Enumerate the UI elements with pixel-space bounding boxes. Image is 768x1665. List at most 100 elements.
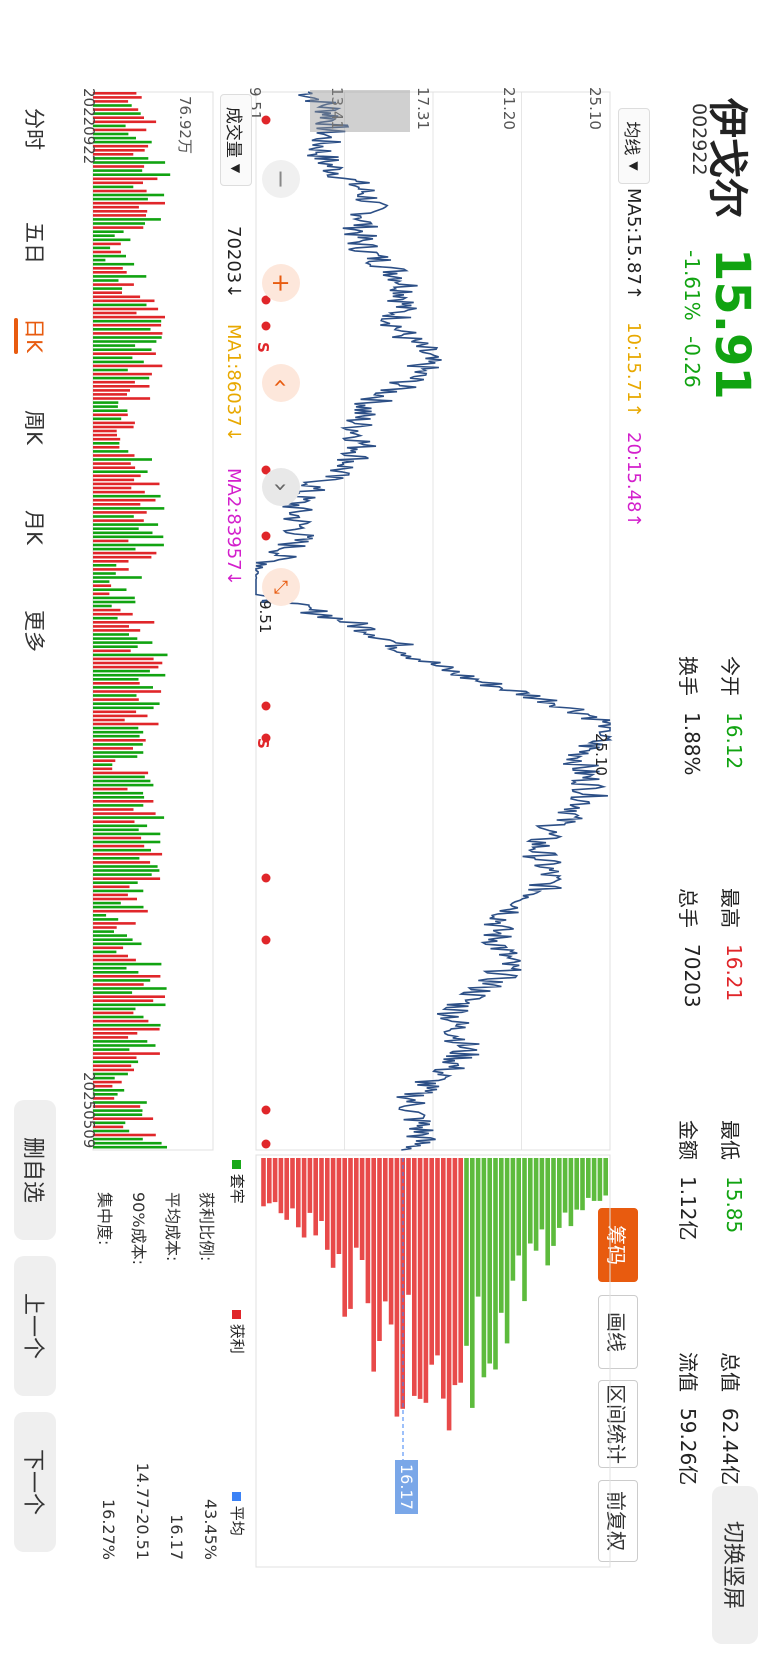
average-cost-badge: 16.17 bbox=[395, 1460, 418, 1514]
volume-bar bbox=[93, 1129, 130, 1133]
volume-bar bbox=[92, 185, 134, 189]
legend-profit-swatch bbox=[232, 1310, 241, 1319]
volume-bar bbox=[92, 657, 154, 661]
remove-watchlist-button[interactable]: 删自选 bbox=[14, 1100, 56, 1240]
volume-bar bbox=[93, 303, 147, 307]
volume-bar bbox=[93, 454, 135, 457]
volume-bar bbox=[93, 580, 110, 583]
volume-bar bbox=[92, 852, 163, 856]
volume-bar bbox=[92, 275, 147, 278]
volume-bar bbox=[93, 629, 141, 632]
chip-bar bbox=[330, 1158, 336, 1268]
chip-bar bbox=[586, 1158, 591, 1198]
signal-dot bbox=[261, 935, 271, 945]
volume-bar bbox=[93, 328, 151, 331]
volume-bar bbox=[93, 767, 113, 771]
chip-bar bbox=[261, 1158, 266, 1207]
volume-bar bbox=[92, 401, 119, 404]
chip-bar bbox=[499, 1158, 504, 1313]
signal-dot bbox=[261, 1139, 271, 1149]
tab-4[interactable]: 月K bbox=[22, 510, 46, 545]
next-stock-button[interactable]: 下一个 bbox=[14, 1412, 56, 1552]
volume-bar bbox=[93, 210, 148, 213]
volume-bar bbox=[92, 486, 132, 490]
chip-bar bbox=[359, 1158, 365, 1260]
volume-bar bbox=[93, 181, 143, 185]
chip-bar bbox=[516, 1158, 521, 1256]
volume-bar bbox=[92, 804, 144, 807]
volume-bar bbox=[93, 258, 106, 262]
tab-3[interactable]: 周K bbox=[22, 410, 46, 445]
volume-bar bbox=[93, 592, 110, 596]
chip-bar bbox=[528, 1158, 533, 1244]
y-tick-3: 17.31 bbox=[414, 87, 432, 130]
volume-bar bbox=[92, 1117, 154, 1121]
tab-2[interactable]: 日K bbox=[22, 318, 46, 353]
chip-bar bbox=[597, 1158, 603, 1201]
volume-bar bbox=[92, 193, 165, 197]
volume-bar bbox=[92, 1101, 147, 1104]
volume-bar bbox=[92, 987, 167, 990]
volume-bar bbox=[92, 226, 144, 229]
volume-bar bbox=[93, 1080, 122, 1084]
volume-bar bbox=[93, 1072, 128, 1076]
volume-bar bbox=[93, 1011, 134, 1015]
volume-bar bbox=[92, 535, 164, 539]
zoom-out-button[interactable]: − bbox=[262, 160, 300, 198]
chip-bar bbox=[307, 1158, 313, 1213]
volume-bar bbox=[93, 783, 154, 787]
chip-bar bbox=[394, 1158, 400, 1417]
volume-bar bbox=[93, 417, 122, 421]
chart-border bbox=[255, 91, 611, 1151]
scroll-right-button[interactable]: › bbox=[262, 468, 300, 506]
volume-bar bbox=[93, 336, 162, 339]
chip-bar bbox=[487, 1158, 492, 1364]
volume-bar bbox=[93, 560, 129, 563]
volume-bar bbox=[92, 661, 163, 665]
volume-bar bbox=[92, 267, 123, 270]
signal-dot bbox=[261, 701, 271, 711]
signal-label-s1: S bbox=[254, 342, 272, 353]
volume-bar bbox=[92, 494, 161, 498]
volume-bar bbox=[93, 169, 143, 172]
y-tick-1: 25.10 bbox=[586, 87, 604, 130]
volume-bar bbox=[92, 584, 112, 588]
volume-bar bbox=[93, 950, 117, 954]
volume-bar bbox=[93, 678, 139, 681]
volume-bar bbox=[93, 962, 162, 966]
volume-bar bbox=[93, 218, 161, 221]
collapse-icon: ⤡ bbox=[270, 579, 292, 595]
volume-bar bbox=[93, 665, 159, 669]
volume-bar bbox=[92, 478, 135, 482]
volume-bar bbox=[93, 104, 132, 107]
volume-bar bbox=[93, 1064, 132, 1068]
tab-1[interactable]: 五日 bbox=[22, 222, 46, 264]
chip-bar bbox=[365, 1158, 371, 1304]
volume-bar bbox=[93, 844, 145, 848]
volume-bar bbox=[92, 832, 161, 836]
volume-bar bbox=[93, 682, 140, 685]
chip-bar bbox=[301, 1158, 307, 1238]
volume-select[interactable]: 成交量 ▼ bbox=[220, 94, 252, 186]
volume-bar bbox=[92, 812, 156, 815]
volume-bar bbox=[92, 673, 166, 677]
volume-bar bbox=[92, 262, 135, 266]
tab-0[interactable]: 分时 bbox=[22, 108, 46, 150]
chip-bar bbox=[446, 1158, 452, 1431]
zoom-in-button[interactable]: + bbox=[262, 264, 300, 302]
tab-5[interactable]: 更多 bbox=[22, 610, 46, 652]
chip-stat-label-3: 集中度: bbox=[95, 1192, 114, 1246]
fullscreen-button[interactable]: ⤡ bbox=[262, 568, 300, 606]
volume-bar bbox=[92, 360, 144, 364]
signal-dot bbox=[261, 531, 271, 541]
volume-bar bbox=[93, 149, 145, 152]
volume-bar bbox=[92, 572, 116, 575]
chip-bar bbox=[371, 1158, 376, 1372]
volume-bar bbox=[92, 755, 138, 758]
volume-bar bbox=[93, 588, 127, 592]
previous-stock-button[interactable]: 上一个 bbox=[14, 1256, 56, 1396]
legend-average: 平均 bbox=[227, 1492, 248, 1536]
scroll-left-button[interactable]: ‹ bbox=[262, 364, 300, 402]
selection-handle[interactable] bbox=[310, 90, 410, 132]
